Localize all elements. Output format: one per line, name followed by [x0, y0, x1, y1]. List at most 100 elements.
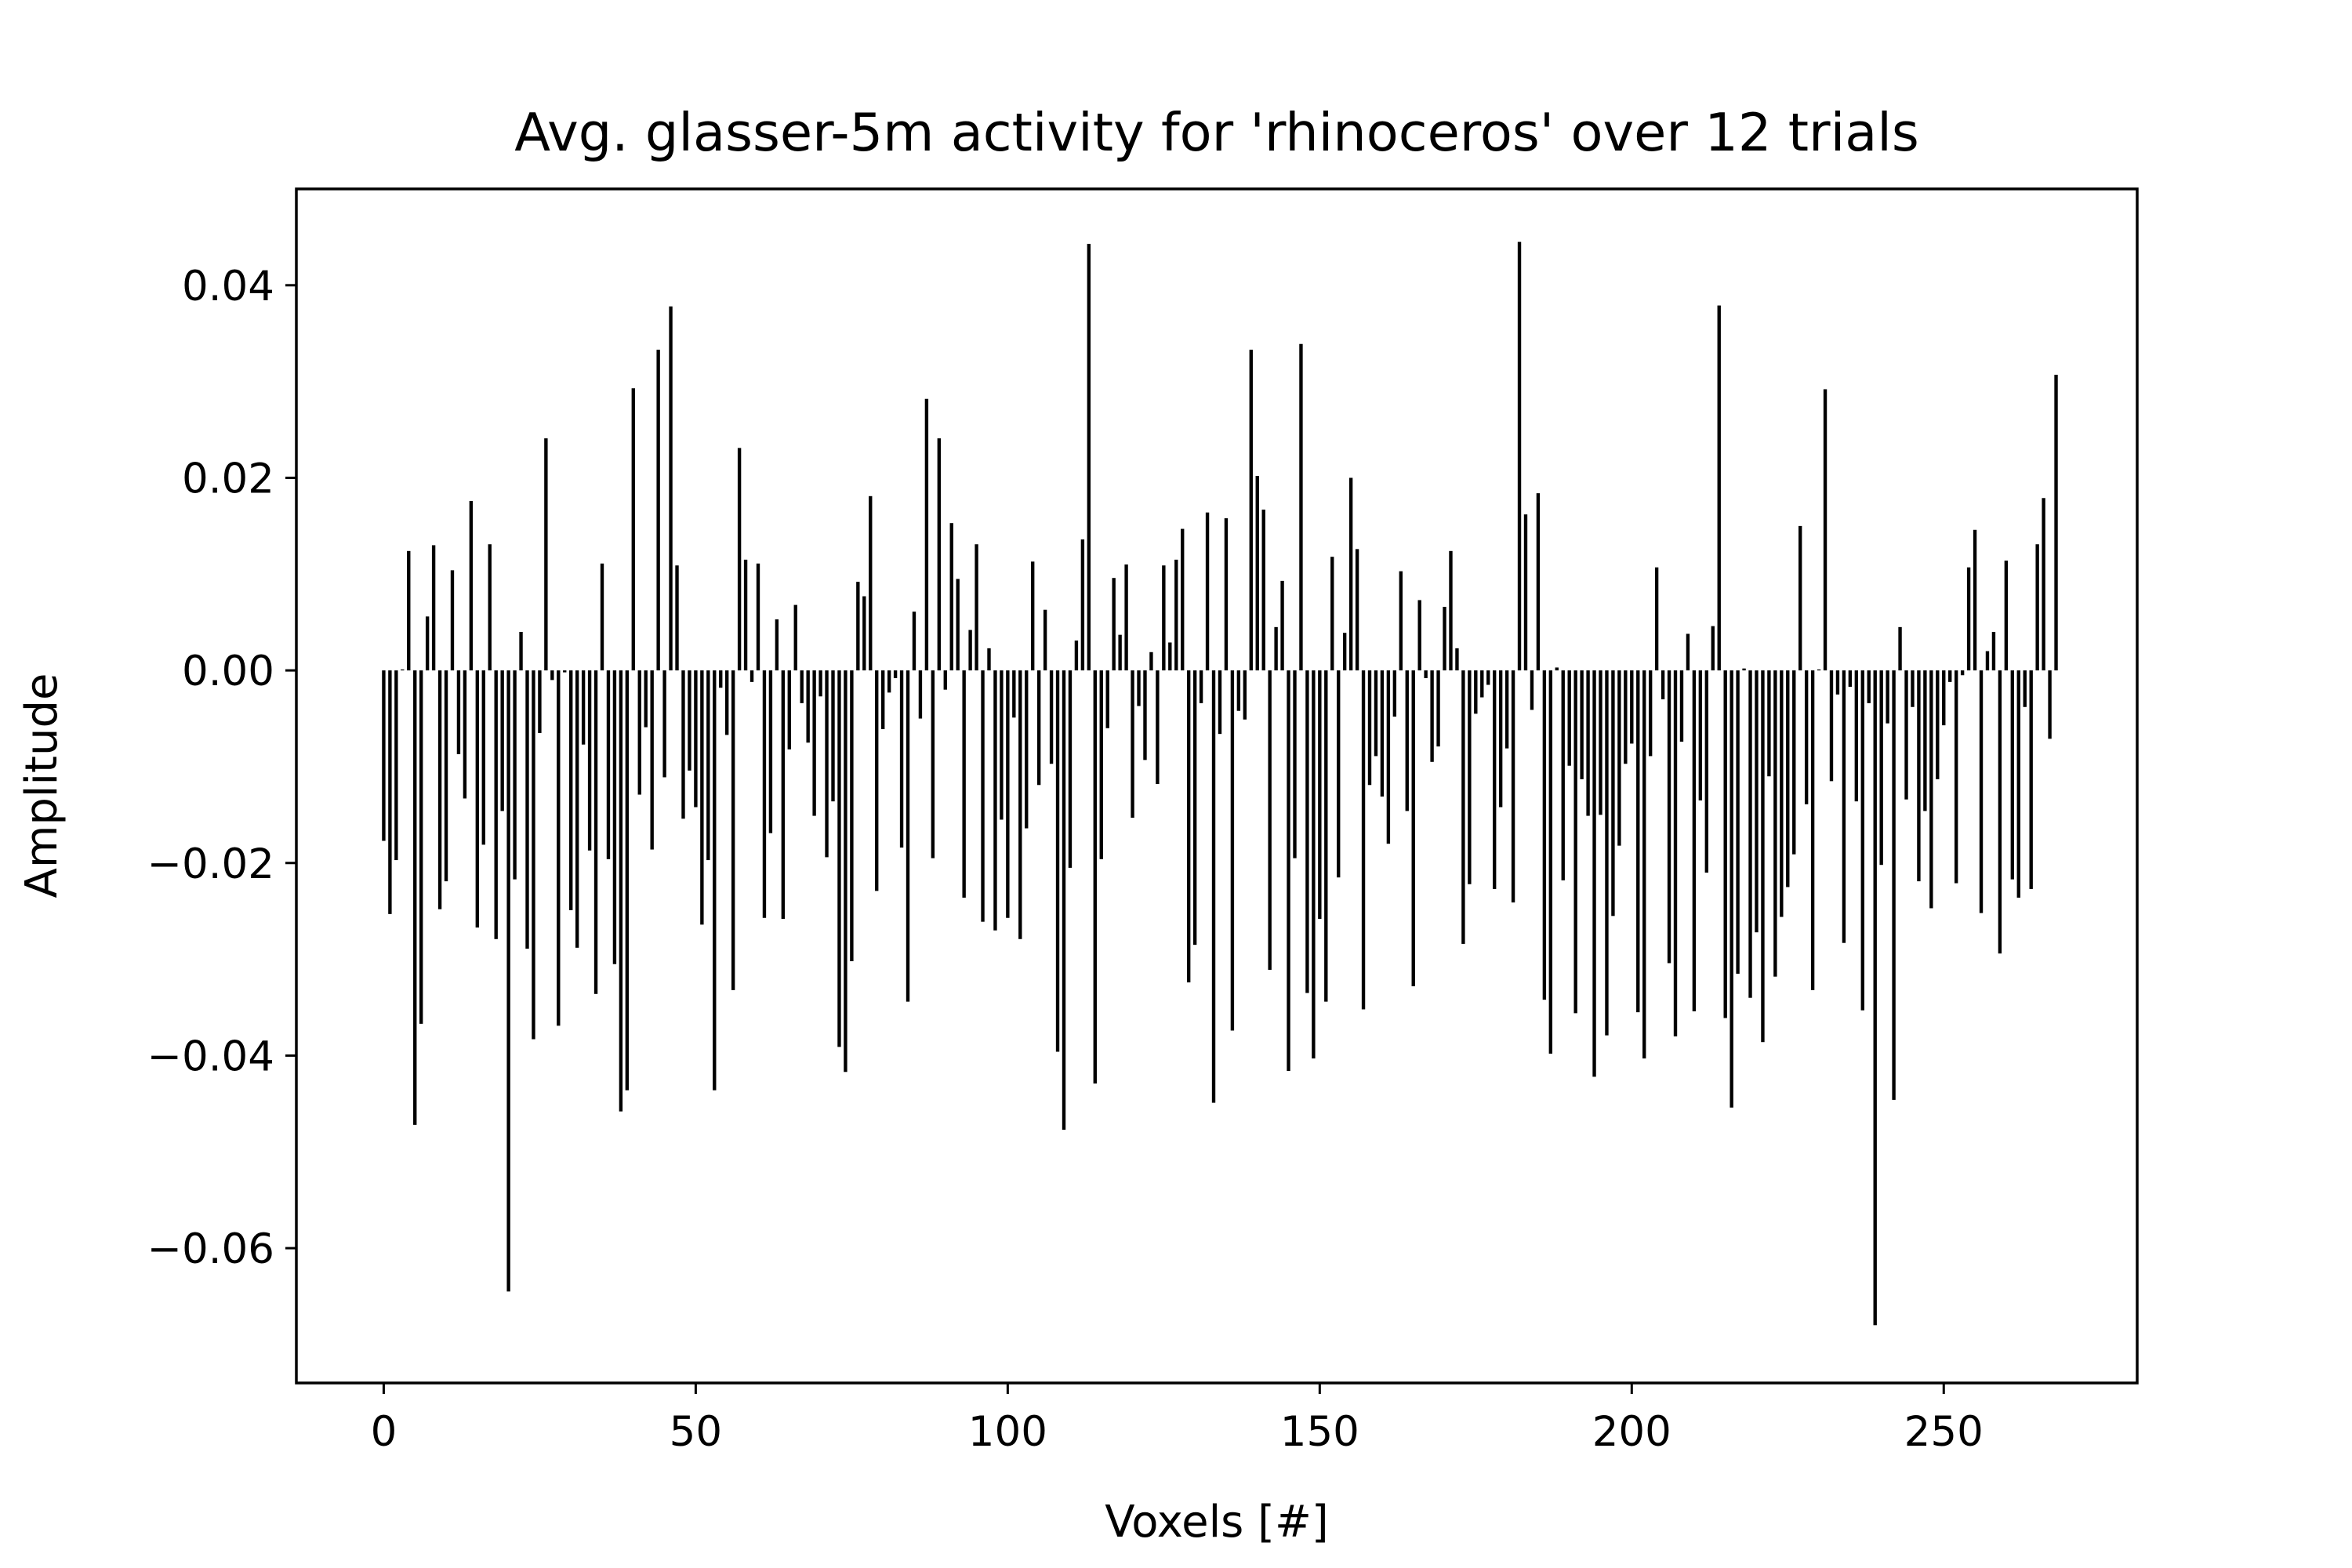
bar [1255, 476, 1259, 671]
bar [1892, 670, 1896, 1100]
bar [612, 670, 617, 964]
bar [1455, 648, 1459, 671]
bar [906, 670, 910, 1002]
bar [943, 670, 947, 690]
y-axis-label: Amplitude [16, 673, 67, 898]
bar [606, 670, 611, 859]
bar [506, 670, 510, 1292]
bar [1761, 670, 1765, 1043]
y-tick-label: −0.06 [147, 1225, 274, 1273]
bar [1386, 670, 1391, 844]
x-tick-label: 200 [1592, 1408, 1671, 1456]
bar [1642, 670, 1646, 1059]
bar [1074, 641, 1079, 671]
bar [681, 670, 685, 819]
bar [2054, 375, 2058, 671]
bar [1804, 670, 1809, 804]
bar [1399, 571, 1403, 671]
bar [1810, 670, 1815, 990]
bar [1324, 670, 1328, 1002]
bar [1605, 670, 1609, 1036]
bar [1348, 477, 1353, 671]
bar [912, 612, 916, 671]
x-axis-ticks: 0 50 100 150 200 250 [371, 1383, 1984, 1456]
bar [1355, 549, 1359, 671]
bar [1904, 670, 1908, 800]
bar [644, 670, 648, 728]
bar [1143, 670, 1147, 760]
bar [631, 388, 635, 671]
bar [694, 670, 698, 808]
bar [1218, 670, 1222, 735]
bar [619, 670, 623, 1112]
bar [1449, 550, 1453, 671]
bar [1917, 670, 1921, 882]
bar [887, 670, 891, 693]
bar [1236, 670, 1241, 711]
bar [981, 670, 985, 922]
bar [1293, 670, 1297, 858]
x-axis-label: Voxels [#] [1105, 1497, 1329, 1548]
bar [1723, 670, 1727, 1018]
bar [1835, 670, 1840, 695]
bar [1374, 670, 1378, 757]
bar [481, 670, 485, 845]
bar [1630, 670, 1634, 744]
bar [1112, 578, 1116, 671]
bar [924, 398, 929, 671]
bar [407, 550, 411, 671]
bar [987, 648, 991, 671]
bar [1461, 670, 1465, 944]
bar [625, 670, 630, 1091]
bar [538, 670, 542, 733]
bar [1211, 670, 1216, 1103]
bar [899, 670, 904, 848]
chart-title: Avg. glasser-5m activity for 'rhinoceros… [514, 102, 1919, 163]
bar [1504, 670, 1509, 749]
bar [1367, 670, 1372, 786]
bar [1686, 633, 1690, 671]
bar [656, 350, 660, 671]
y-tick-label: −0.04 [147, 1033, 274, 1080]
bar [494, 670, 498, 939]
bar [1380, 670, 1385, 797]
bar [1443, 607, 1446, 671]
bar [1898, 626, 1902, 671]
y-tick-label: 0.00 [182, 648, 274, 695]
bar [1717, 305, 1721, 671]
bar [557, 670, 561, 1026]
bar [1000, 670, 1004, 820]
bar [444, 670, 448, 882]
bar [750, 670, 754, 682]
bar [1617, 670, 1621, 846]
bar [1867, 670, 1871, 703]
bar [569, 670, 573, 910]
y-tick-label: −0.02 [147, 840, 274, 888]
bar [519, 631, 523, 671]
bar [1780, 670, 1784, 917]
bar [1679, 670, 1684, 742]
bar [463, 670, 467, 799]
bar [1498, 670, 1503, 808]
bar [1580, 670, 1584, 779]
bar [1979, 670, 1984, 913]
bar [1174, 559, 1178, 671]
bar [1536, 493, 1541, 671]
bar [2016, 670, 2020, 898]
bar [893, 670, 898, 678]
bar [1573, 670, 1577, 1014]
bar [1698, 670, 1703, 800]
bar [806, 670, 810, 743]
bar [513, 670, 517, 880]
bar [1798, 525, 1802, 671]
bar [2029, 670, 2033, 889]
bar [1923, 670, 1927, 811]
y-axis-ticks: 0.04 0.02 0.00 −0.02 −0.04 −0.06 [147, 263, 296, 1273]
bar [1654, 567, 1659, 671]
bar [1911, 670, 1915, 707]
bar [662, 670, 666, 778]
bar [918, 670, 923, 719]
bar [1480, 670, 1484, 698]
bar [587, 670, 592, 851]
bar [1960, 670, 1965, 676]
